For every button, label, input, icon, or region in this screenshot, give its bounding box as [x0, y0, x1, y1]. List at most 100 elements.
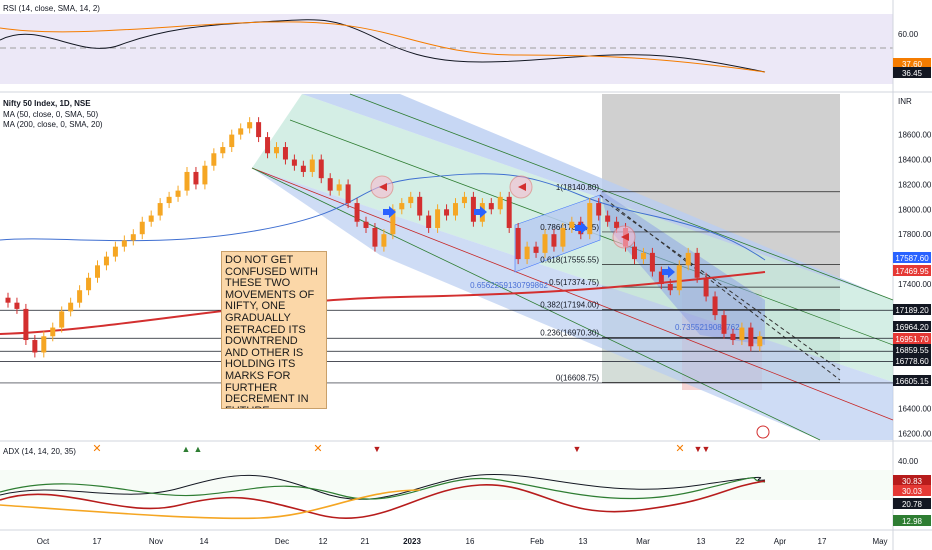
price-tick: 17800.00 — [898, 230, 932, 239]
adx-line — [0, 480, 766, 520]
ma200-line — [0, 271, 766, 335]
time-tick: Feb — [530, 537, 544, 546]
projection-line — [609, 204, 841, 371]
price-badge — [893, 375, 931, 386]
candle-body — [5, 297, 11, 303]
arrow-right-icon — [575, 222, 588, 234]
candle-body — [435, 209, 441, 228]
rsi-line — [0, 19, 766, 73]
candle-body — [193, 171, 199, 185]
candle-body — [596, 203, 602, 216]
adx-badge-text: 30.03 — [902, 487, 923, 496]
candle-body — [444, 209, 450, 216]
candle-body — [157, 203, 163, 216]
arrow-right-icon — [662, 266, 675, 278]
candle-body — [336, 184, 342, 191]
candle-body — [103, 256, 109, 266]
candle-body — [77, 290, 83, 303]
cross-marker-icon: ✕ — [313, 443, 322, 455]
candle-body — [712, 296, 718, 316]
candle-body — [247, 122, 253, 129]
candle-body — [166, 196, 172, 204]
channel-line — [251, 167, 821, 441]
arrow-left-icon — [518, 183, 526, 191]
candle-body — [68, 302, 74, 312]
main-title: Nifty 50 Index, 1D, NSE — [3, 99, 91, 108]
fib-label: 0.618(17555.55) — [540, 256, 599, 265]
arrow-left-icon — [621, 233, 629, 241]
adx-badge-text: 20.78 — [902, 500, 923, 509]
candle-body — [676, 265, 682, 291]
candle-body — [229, 134, 235, 148]
time-tick: 17 — [93, 537, 102, 546]
adx-badge — [893, 515, 931, 526]
time-tick: Oct — [37, 537, 50, 546]
candle-body — [372, 227, 378, 247]
adx-di-line — [0, 473, 766, 500]
candle-body — [121, 240, 127, 247]
candle-body — [327, 178, 333, 191]
price-badge-text: 16859.55 — [895, 346, 929, 355]
fib-label: 0.236(16970.30) — [540, 328, 599, 337]
candle-body — [86, 277, 92, 291]
time-tick: 14 — [200, 537, 209, 546]
channel-bottom-band — [252, 168, 893, 440]
time-tick: May — [872, 537, 887, 546]
cross-marker-icon: ✕ — [92, 443, 101, 455]
price-tick: 18600.00 — [898, 131, 932, 140]
time-tick: Apr — [774, 537, 787, 546]
candle-body — [515, 227, 521, 260]
indicator-legend: MA (200, close, 0, SMA, 20) — [3, 120, 103, 129]
candle-body — [363, 221, 369, 228]
price-badge — [893, 252, 931, 263]
candle-body — [112, 246, 118, 257]
price-tick: 18400.00 — [898, 156, 932, 165]
fib-label: 1(18140.80) — [556, 183, 599, 192]
candle-body — [497, 196, 503, 210]
time-tick: Dec — [275, 537, 289, 546]
candle-body — [685, 252, 691, 266]
candle-body — [542, 234, 548, 253]
price-badge-text: 17469.95 — [895, 267, 929, 276]
candle-body — [139, 221, 145, 235]
candle-body — [614, 221, 620, 228]
arrow-right-icon — [474, 206, 487, 218]
candle-body — [417, 196, 423, 216]
time-tick: 2023 — [403, 537, 421, 546]
candle-body — [59, 311, 65, 328]
rsi-badge-text: 37.60 — [902, 60, 923, 69]
candle-body — [175, 190, 181, 197]
candle-body — [318, 159, 324, 179]
rsi-tick: 60.00 — [898, 30, 919, 39]
candle-body — [32, 340, 38, 353]
time-tick: 12 — [319, 537, 328, 546]
fib-label: 0.5(17374.75) — [549, 278, 599, 287]
candle-body — [730, 333, 736, 341]
time-tick: Mar — [636, 537, 650, 546]
down-marker-icon: ▼ — [702, 444, 711, 454]
candle-body — [23, 308, 29, 341]
candle-body — [721, 315, 727, 334]
candle-body — [506, 196, 512, 228]
adx-badge-text: 12.98 — [902, 517, 923, 526]
candle-body — [703, 277, 709, 297]
annotation-note[interactable]: DO NOT GET CONFUSED WITH THESE TWO MOVEM… — [221, 251, 327, 409]
candle-body — [605, 215, 611, 222]
time-tick: 13 — [697, 537, 706, 546]
candle-body — [488, 203, 494, 210]
candle-body — [291, 159, 297, 166]
candle-body — [50, 327, 56, 337]
price-tick: 16400.00 — [898, 405, 932, 414]
candle-body — [453, 203, 458, 216]
channel-ratio-label: 0.6562259130799862 — [470, 281, 548, 290]
candle-body — [408, 196, 414, 204]
fib-label: 0.382(17194.00) — [540, 301, 599, 310]
price-tick: 18000.00 — [898, 205, 932, 214]
adx-band — [0, 470, 893, 500]
price-badge-text: 17189.20 — [895, 306, 929, 315]
price-badge-text: 16964.20 — [895, 323, 929, 332]
time-tick: 13 — [579, 537, 588, 546]
channel-line — [349, 93, 894, 301]
